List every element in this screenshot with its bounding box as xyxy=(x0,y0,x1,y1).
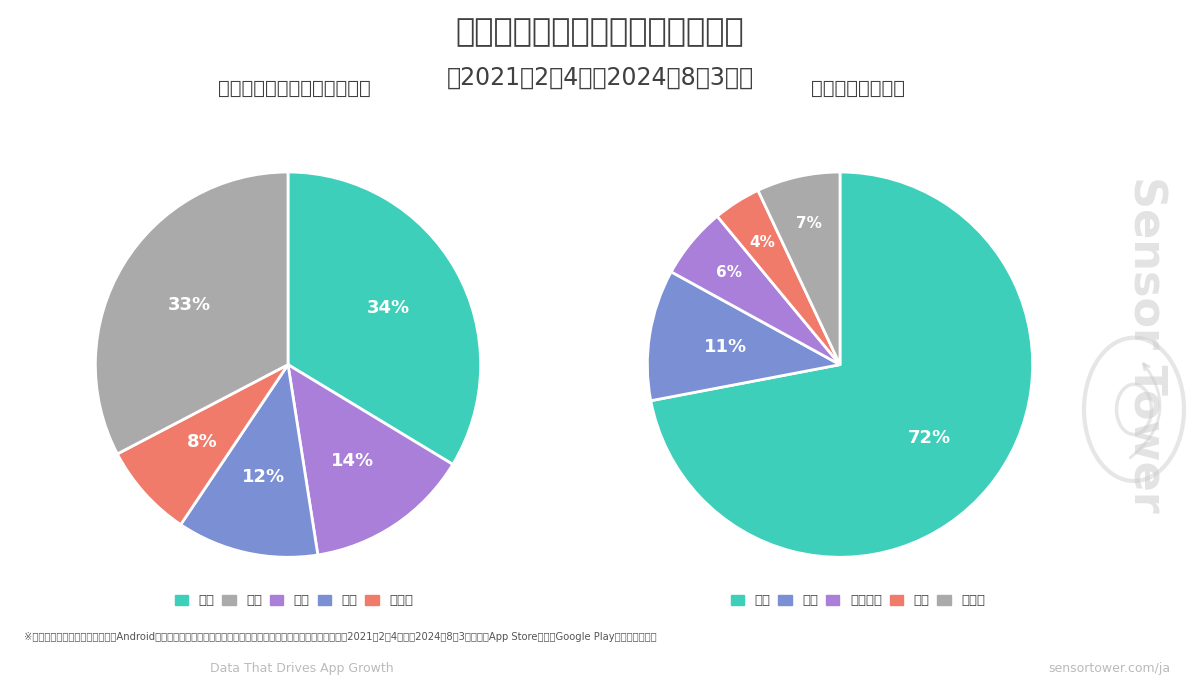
Text: ブルーアーカイブの市場別シェア: ブルーアーカイブの市場別シェア xyxy=(456,17,744,48)
Wedge shape xyxy=(758,172,840,365)
Text: Sensor: Sensor xyxy=(46,659,100,673)
Wedge shape xyxy=(95,172,288,454)
Text: Data That Drives App Growth: Data That Drives App Growth xyxy=(210,662,394,674)
Wedge shape xyxy=(181,365,318,557)
Wedge shape xyxy=(288,172,481,464)
Text: 34%: 34% xyxy=(367,299,410,317)
Text: sensortower.com/ja: sensortower.com/ja xyxy=(1048,662,1170,674)
Text: 4%: 4% xyxy=(750,235,775,250)
Text: ※データにはサードパーティーのAndroidマーケットデータは含まれておりません。ダウンロード数・収益予測は2021年2月4日から2024年8月3日までのApp: ※データにはサードパーティーのAndroidマーケットデータは含まれておりません… xyxy=(24,632,656,642)
Wedge shape xyxy=(671,216,840,365)
Text: 市場別収益シェア: 市場別収益シェア xyxy=(811,79,905,98)
Text: 14%: 14% xyxy=(331,451,374,470)
Wedge shape xyxy=(647,272,840,400)
Text: 11%: 11% xyxy=(704,338,748,356)
Text: 72%: 72% xyxy=(907,429,950,447)
Text: 12%: 12% xyxy=(241,469,284,486)
Text: 市場別ダウンロード数シェア: 市場別ダウンロード数シェア xyxy=(217,79,371,98)
Wedge shape xyxy=(118,365,288,525)
Text: Sensor Tower: Sensor Tower xyxy=(1124,175,1168,513)
Wedge shape xyxy=(288,365,452,555)
Legend: 日本, 中国, 韓国, タイ, その他: 日本, 中国, 韓国, タイ, その他 xyxy=(169,589,419,612)
Wedge shape xyxy=(718,191,840,365)
Text: 7%: 7% xyxy=(796,216,822,231)
Text: （2021年2月4日〜2024年8月3日）: （2021年2月4日〜2024年8月3日） xyxy=(446,65,754,89)
Legend: 日本, 韓国, アメリカ, 台湾, その他: 日本, 韓国, アメリカ, 台湾, その他 xyxy=(726,589,990,612)
Text: 8%: 8% xyxy=(186,433,217,451)
Text: Tower: Tower xyxy=(46,667,86,681)
Text: 33%: 33% xyxy=(168,296,211,314)
Wedge shape xyxy=(650,172,1033,557)
Text: 6%: 6% xyxy=(715,265,742,280)
